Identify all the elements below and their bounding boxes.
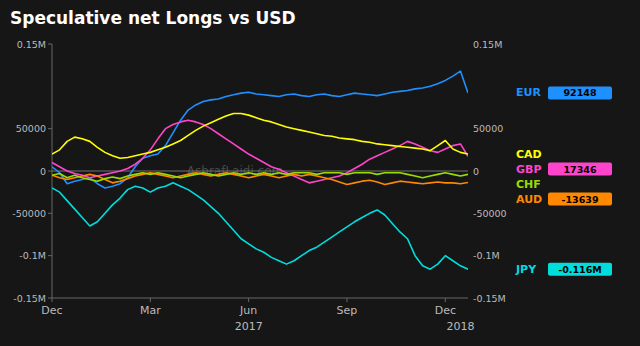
y-tick-label: -0.1M [19,250,46,261]
y-tick-label-right: 0 [473,166,479,177]
year-label: 2018 [446,320,474,333]
x-tick [445,298,446,302]
y-tick-label: 0 [40,166,46,177]
chart: Speculative net Longs vs USD20172018Ashr… [0,0,640,346]
y-tick-label-right: 0.15M [473,39,502,50]
legend-label: CHF [516,178,541,191]
y-tick [48,298,52,299]
value-badge [548,193,612,206]
x-tick [150,298,151,302]
y-tick-label: 0.15M [17,39,46,50]
title: Speculative net Longs vs USD [10,8,296,28]
y-tick-label: -50000 [12,208,46,219]
series-line [52,183,468,269]
plot-lines [52,71,468,269]
y-tick-label-right: -0.15M [473,293,506,304]
series-line [52,113,468,158]
x-tick [346,298,347,302]
data-label: -0.116M [558,264,601,275]
data-label: 92148 [563,87,596,98]
value-badge [548,263,612,276]
series-line [52,173,468,181]
y-tick [48,44,52,45]
y-tick [48,171,52,172]
x-tick-label: Jun [239,304,257,317]
background [0,0,640,346]
y-tick-label: -0.15M [13,293,46,304]
year-label: 2017 [235,320,263,333]
y-tick [48,128,52,129]
x-tick [52,298,53,302]
legend-label: CAD [516,148,542,161]
x-tick-label: Dec [435,304,456,317]
y-axis [52,44,53,298]
data-label: -13639 [562,194,599,205]
legend-label: AUD [516,193,542,206]
zero-line [52,171,468,172]
y-tick-label-right: 50000 [473,123,503,134]
x-tick-label: Dec [41,304,62,317]
data-label: 17346 [563,164,596,175]
legend-label: JPY [515,263,537,276]
x-tick [248,298,249,302]
x-axis [52,298,468,299]
series-line [52,173,468,185]
value-badge [548,86,612,99]
legend-label: GBP [516,163,541,176]
y-tick-label: 50000 [16,123,46,134]
y-tick [48,213,52,214]
value-badge [548,163,612,176]
y-tick-label-right: -50000 [473,208,507,219]
series-line [52,120,468,183]
x-tick-label: Sep [337,304,358,317]
x-tick-label: Mar [140,304,161,317]
series-line [52,71,468,188]
legend-label: EUR [516,86,541,99]
y-tick-label-right: -0.1M [473,250,500,261]
y-tick [48,255,52,256]
